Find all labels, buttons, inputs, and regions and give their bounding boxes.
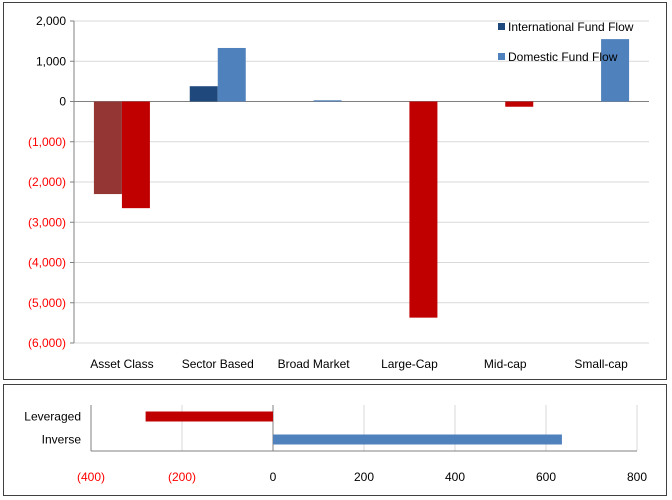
x-tick-label: Sector Based xyxy=(182,357,254,371)
leveraged-inverse-chart: Leveraged Inverse (400) (200) 0 200 400 600 800 xyxy=(24,405,647,484)
y-tick-label: 1,000 xyxy=(36,54,66,68)
y-tick-label: Leveraged xyxy=(24,410,81,424)
y-tick-label: 2,000 xyxy=(36,14,66,28)
x-tick-label: 600 xyxy=(536,470,556,484)
y-tick-label: (6,000) xyxy=(28,336,66,350)
leveraged-inverse-chart-panel: Leveraged Inverse (400) (200) 0 200 400 600 800 xyxy=(3,384,667,496)
x-tick-label: 400 xyxy=(445,470,465,484)
x-tick-label: Large-Cap xyxy=(381,357,438,371)
y-tick-label: Inverse xyxy=(42,433,82,447)
y-tick-label: (4,000) xyxy=(28,256,66,270)
x-tick-label: Broad Market xyxy=(278,357,351,371)
bar-domestic-fund-flow-asset-class xyxy=(121,101,150,209)
fund-flow-chart: 2,000 1,000 0 (1,000) (2,000) (3,000) (4,000) (… xyxy=(28,14,649,371)
bar-international-fund-flow-asset-class xyxy=(93,101,122,195)
x-tick-label: Asset Class xyxy=(90,357,153,371)
y-tick-label: (1,000) xyxy=(28,135,66,149)
y-tick-label: (3,000) xyxy=(28,215,66,229)
bar-domestic-fund-flow-small-cap xyxy=(601,39,630,102)
bar-inverse xyxy=(273,434,562,445)
x-tick-label: 0 xyxy=(270,470,277,484)
legend: International Fund Flow Domestic Fund Fl… xyxy=(498,20,634,64)
bar-international-fund-flow-sector-based xyxy=(189,86,218,102)
y-tick-label: 0 xyxy=(59,95,66,109)
bar-domestic-fund-flow-broad-market xyxy=(313,100,342,102)
x-tick-label: (400) xyxy=(77,470,105,484)
x-tick-label: Mid-cap xyxy=(484,357,527,371)
bar-leveraged xyxy=(145,411,273,422)
x-tick-label: 200 xyxy=(354,470,374,484)
x-tick-label: 800 xyxy=(627,470,647,484)
legend-label-international: International Fund Flow xyxy=(508,20,634,34)
bar-domestic-fund-flow-sector-based xyxy=(217,47,246,102)
x-tick-label: Small-cap xyxy=(574,357,628,371)
main-chart-panel: 2,000 1,000 0 (1,000) (2,000) (3,000) (4,000) (… xyxy=(3,2,667,380)
y-tick-label: (5,000) xyxy=(28,296,66,310)
x-tick-label: (200) xyxy=(168,470,196,484)
bar-domestic-fund-flow-large-cap xyxy=(409,101,438,318)
legend-label-domestic: Domestic Fund Flow xyxy=(508,50,618,64)
legend-swatch-domestic xyxy=(498,53,505,60)
legend-swatch-international xyxy=(498,23,505,30)
bar-domestic-fund-flow-mid-cap xyxy=(505,101,534,107)
y-tick-label: (2,000) xyxy=(28,175,66,189)
